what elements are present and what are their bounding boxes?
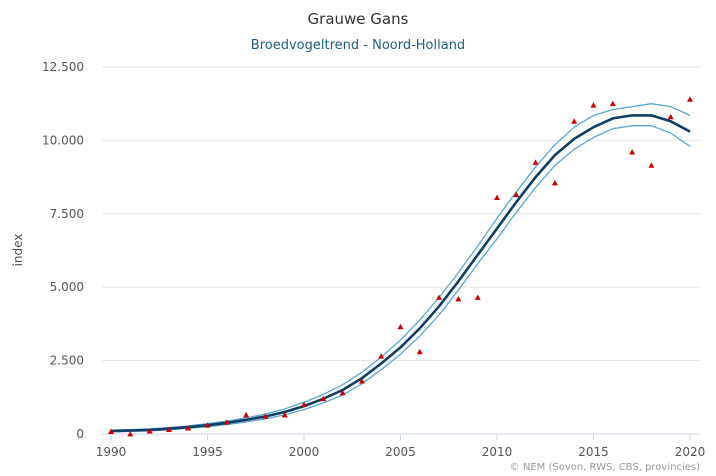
observed-point <box>494 194 500 201</box>
observed-point <box>243 411 250 418</box>
x-tick-label: 1990 <box>96 445 127 459</box>
observed-point <box>108 428 114 435</box>
observed-point <box>165 426 172 432</box>
series-line-lower <box>110 125 691 433</box>
observed-point <box>281 411 288 418</box>
y-tick-label: 10.000 <box>42 133 84 147</box>
observed-point <box>204 422 211 428</box>
observed-point <box>513 191 520 198</box>
observed-point <box>436 294 443 300</box>
observed-point <box>185 425 192 431</box>
credits: © NEM (Sovon, RWS, CBS, provincies) <box>510 462 700 473</box>
observed-point <box>648 162 655 168</box>
series-line-trend <box>110 114 691 433</box>
y-tick-label: 7.500 <box>50 207 84 221</box>
observed-point <box>609 100 616 107</box>
observed-point <box>416 348 423 355</box>
observed-point <box>262 413 269 419</box>
y-tick-label: 2.500 <box>50 354 84 368</box>
observed-point <box>397 323 404 330</box>
observed-point <box>532 159 539 165</box>
observed-point <box>146 428 153 434</box>
series-line-upper <box>110 103 691 431</box>
chart-subtitle: Broedvogeltrend - Noord-Holland <box>251 38 465 53</box>
observed-point <box>571 118 578 124</box>
y-tick-label: 0 <box>76 427 84 441</box>
grid-lines <box>102 66 700 362</box>
observed-point <box>301 401 307 408</box>
x-tick-label: 2010 <box>482 445 513 459</box>
chart-title: Grauwe Gans <box>308 10 409 28</box>
series-layer <box>110 103 691 433</box>
observed-point <box>378 353 385 359</box>
observed-point <box>358 378 365 384</box>
x-axis-ticks: 1990 1995 2000 2005 2010 2015 2020 <box>96 434 706 459</box>
observed-point <box>320 395 327 402</box>
x-tick-label: 2020 <box>675 445 706 459</box>
observed-point <box>474 294 481 300</box>
observed-point <box>455 295 462 302</box>
observed-point <box>590 102 597 108</box>
x-tick-label: 1995 <box>192 445 223 459</box>
observed-point <box>339 389 346 396</box>
observed-point <box>667 113 674 120</box>
observed-point <box>687 96 693 102</box>
observed-point <box>551 179 558 186</box>
y-tick-label: 12.500 <box>42 60 84 74</box>
observed-point <box>223 419 230 425</box>
x-tick-label: 2005 <box>385 445 416 459</box>
y-tick-label: 5.000 <box>50 280 84 294</box>
observed-points <box>108 96 693 437</box>
y-axis-ticks: 0 2.500 5.000 7.500 10.000 12.500 <box>42 60 84 441</box>
observed-point <box>629 149 636 155</box>
x-tick-label: 2015 <box>578 445 609 459</box>
y-axis-title: index <box>11 234 25 267</box>
x-tick-label: 2000 <box>289 445 320 459</box>
observed-point <box>127 431 134 437</box>
